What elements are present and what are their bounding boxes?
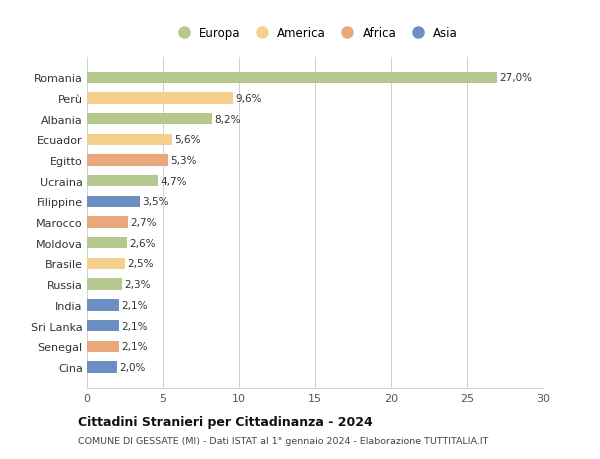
Text: COMUNE DI GESSATE (MI) - Dati ISTAT al 1° gennaio 2024 - Elaborazione TUTTITALIA: COMUNE DI GESSATE (MI) - Dati ISTAT al 1… <box>78 436 488 445</box>
Bar <box>87 114 212 125</box>
Text: 8,2%: 8,2% <box>214 114 241 124</box>
Bar <box>87 320 119 331</box>
Bar <box>87 300 119 311</box>
Bar <box>87 134 172 146</box>
Text: 5,6%: 5,6% <box>175 135 201 145</box>
Bar <box>87 196 140 207</box>
Text: 2,3%: 2,3% <box>124 280 151 290</box>
Text: Cittadini Stranieri per Cittadinanza - 2024: Cittadini Stranieri per Cittadinanza - 2… <box>78 415 373 428</box>
Bar <box>87 341 119 352</box>
Bar <box>87 238 127 249</box>
Legend: Europa, America, Africa, Asia: Europa, America, Africa, Asia <box>172 27 458 40</box>
Text: 4,7%: 4,7% <box>161 176 187 186</box>
Bar <box>87 279 122 290</box>
Bar <box>87 176 158 187</box>
Text: 2,1%: 2,1% <box>121 300 148 310</box>
Bar <box>87 362 118 373</box>
Text: 9,6%: 9,6% <box>235 94 262 104</box>
Text: 2,0%: 2,0% <box>119 362 146 372</box>
Text: 2,5%: 2,5% <box>127 259 154 269</box>
Text: 2,1%: 2,1% <box>121 321 148 331</box>
Text: 2,7%: 2,7% <box>130 218 157 228</box>
Bar <box>87 217 128 228</box>
Bar <box>87 155 167 166</box>
Text: 2,1%: 2,1% <box>121 341 148 352</box>
Bar <box>87 258 125 269</box>
Text: 5,3%: 5,3% <box>170 156 196 166</box>
Text: 2,6%: 2,6% <box>129 238 155 248</box>
Text: 3,5%: 3,5% <box>142 197 169 207</box>
Text: 27,0%: 27,0% <box>500 73 533 83</box>
Bar <box>87 73 497 84</box>
Bar <box>87 93 233 104</box>
